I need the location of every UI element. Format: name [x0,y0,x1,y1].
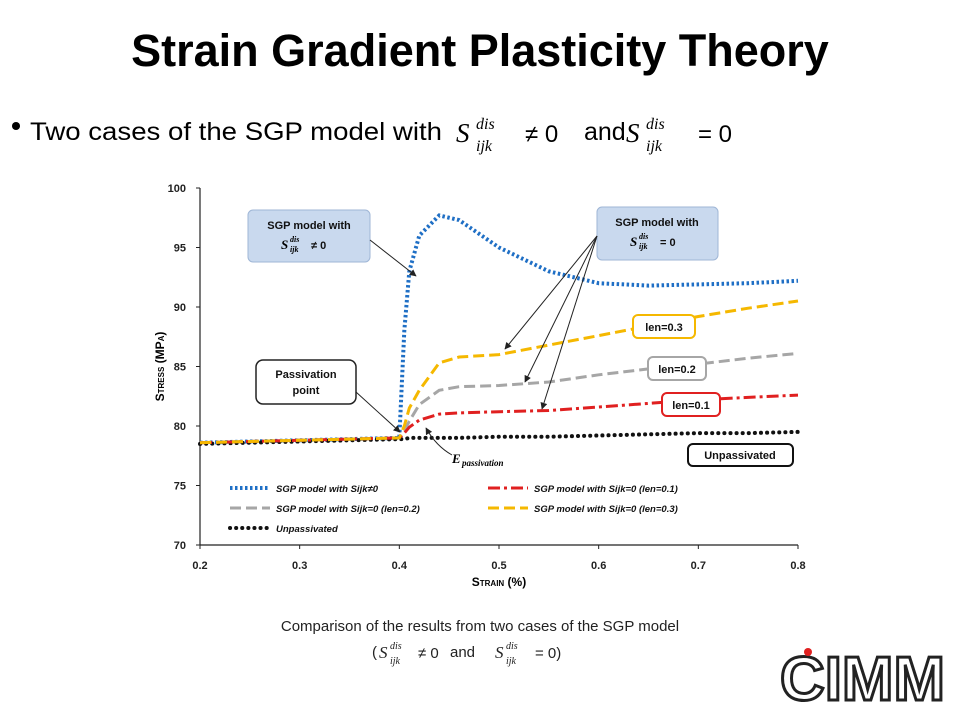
callout-text: Passivation [275,369,336,381]
arrow [355,391,401,433]
math: = 0 [660,237,676,249]
math: E [451,451,461,466]
y-tick-label: 75 [174,481,186,493]
caption-text: ( [372,644,377,661]
math: dis [290,235,299,244]
x-tick-label: 0.7 [691,560,706,572]
math: passivation [461,458,504,468]
annotations: SGP model with S dis ijk ≠ 0 SGP model w… [247,206,794,468]
math: ijk [646,138,663,155]
x-tick-label: 0.3 [292,560,307,572]
y-tick-label: 80 [174,421,186,433]
y-axis-label: Stress (MPa) [153,332,167,402]
callout-text: SGP model with [267,220,351,232]
math: dis [476,116,495,133]
bullet-text: Two cases of the SGP model with [30,118,442,146]
math: ijk [476,138,493,155]
math: ijk [639,242,647,251]
label-box [647,356,707,381]
math: S [495,643,504,662]
legend: SGP model with Sijk≠0 SGP model with Sijk… [228,484,678,535]
math: ijk [290,245,298,254]
callout-text: SGP model with [615,217,699,229]
bullet-dot [12,122,20,130]
callout [255,359,357,405]
arrow [524,235,598,383]
logo-spark [804,648,812,656]
x-axis-label: Strain (%) [472,575,526,589]
math: dis [506,641,518,652]
math: = 0) [535,645,561,662]
x-tick-label: 0.2 [192,560,207,572]
bullet-text: and [584,118,626,146]
y-tick-label: 85 [174,362,186,374]
y-tick-label: 100 [168,183,186,195]
caption-text: Comparison of the results from two cases… [281,618,679,635]
label-box [687,443,794,467]
math: S [379,643,388,662]
math: dis [639,232,648,241]
slide-title: Strain Gradient Plasticity Theory [131,25,829,76]
math: S [626,118,640,148]
callout-text: point [293,385,320,397]
math: S [281,237,288,252]
math: ≠ 0 [418,645,439,662]
series-line [199,213,799,445]
x-tick-label: 0.6 [591,560,606,572]
label-box [632,314,696,339]
arrow [425,427,453,456]
bullet: Two cases of the SGP model with S dis ij… [12,116,732,155]
caption: Comparison of the results from two cases… [281,618,679,667]
x-tick-label: 0.8 [790,560,805,572]
math: dis [646,116,665,133]
x-tick-label: 0.5 [491,560,506,572]
math: ≠ 0 [311,240,326,252]
caption-text: and [450,644,475,661]
arrow [504,235,598,350]
legend-label: SGP model with Sijk≠0 [276,484,379,495]
y-tick-label: 70 [174,540,186,552]
legend-label: SGP model with Sijk=0 (len=0.1) [534,484,678,495]
label: len=0.1 [672,400,710,412]
label: len=0.3 [645,322,683,334]
legend-label: Unpassivated [276,524,338,535]
y-tick-label: 95 [174,243,186,255]
arrow [540,235,598,410]
label-box [661,392,721,417]
x-tick-label: 0.4 [392,560,408,572]
logo: CIMM [779,644,947,716]
arrow [369,239,417,277]
math: ijk [506,656,517,667]
label: len=0.2 [658,364,696,376]
series-line [198,429,800,446]
math: S [456,118,470,148]
math: dis [390,641,402,652]
math: = 0 [698,121,732,148]
legend-label: SGP model with Sijk=0 (len=0.2) [276,504,420,515]
math: ijk [390,656,401,667]
y-tick-label: 90 [174,302,186,314]
math: ≠ 0 [525,121,558,148]
math: S [630,234,637,249]
label: Unpassivated [704,450,776,462]
callout [596,206,719,261]
callout [247,209,371,263]
legend-label: SGP model with Sijk=0 (len=0.3) [534,504,678,515]
logo-text: CIMM [780,645,945,714]
